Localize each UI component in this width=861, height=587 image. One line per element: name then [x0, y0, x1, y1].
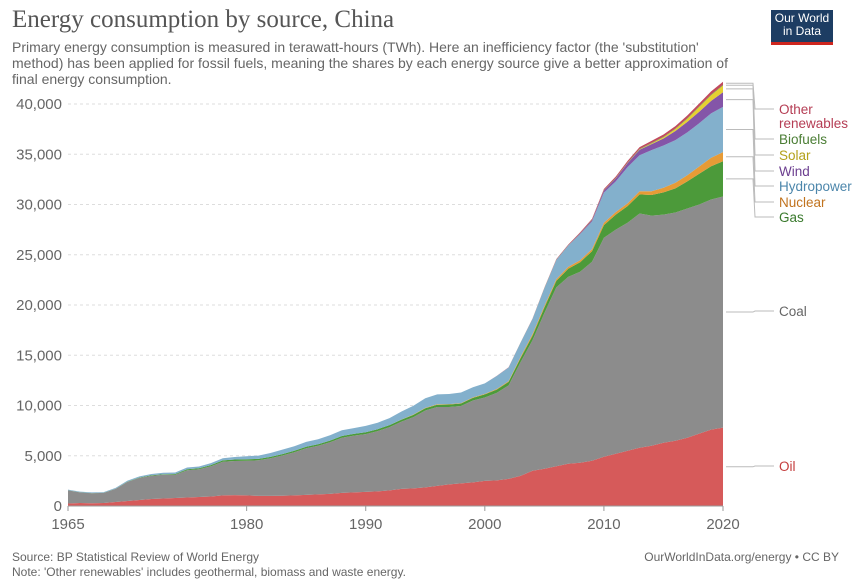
x-tick-label: 2000: [468, 516, 501, 533]
logo-line-1: Our World: [774, 11, 830, 25]
legend-connector-hydropower: [726, 129, 774, 187]
legend-label-biofuels: Biofuels: [779, 132, 827, 147]
legend-label-solar: Solar: [779, 148, 811, 163]
source-note: Source: BP Statistical Review of World E…: [12, 550, 259, 564]
y-tick-label: 40,000: [16, 96, 62, 113]
y-tick-label: 0: [54, 498, 62, 515]
y-tick-label: 30,000: [16, 197, 62, 214]
credit-link[interactable]: OurWorldInData.org/energy • CC BY: [644, 550, 839, 564]
legend-connector-other-renewables: [726, 82, 774, 110]
area-hydropower: [68, 106, 723, 494]
area-oil: [68, 427, 723, 506]
legend-label-other-renewables: renewables: [779, 116, 848, 131]
legend-connector-biofuels: [726, 84, 774, 140]
legend-label-oil: Oil: [779, 459, 796, 474]
legend-connector-gas: [726, 178, 774, 218]
area-coal: [68, 196, 723, 504]
y-tick-label: 35,000: [16, 146, 62, 163]
x-tick-label: 1965: [51, 516, 84, 533]
legend-label-gas: Gas: [779, 210, 804, 225]
owid-logo[interactable]: Our World in Data: [771, 10, 833, 44]
y-tick-label: 5,000: [24, 448, 62, 465]
legend-connector-wind: [726, 99, 774, 172]
legend-label-coal: Coal: [779, 304, 807, 319]
legend-label-hydropower: Hydropower: [779, 179, 852, 194]
legend-label-wind: Wind: [779, 164, 810, 179]
y-tick-label: 20,000: [16, 297, 62, 314]
x-tick-label: 2020: [706, 516, 739, 533]
logo-line-2: in Data: [782, 24, 822, 38]
legend-connector-nuclear: [726, 156, 774, 203]
legend-connector-solar: [726, 88, 774, 156]
chart-subtitle: Primary energy consumption is measured i…: [12, 39, 728, 87]
y-tick-label: 15,000: [16, 347, 62, 364]
legend-connector-oil: [726, 465, 774, 468]
y-tick-label: 10,000: [16, 398, 62, 415]
legend-label-other-renewables: Other: [779, 102, 813, 117]
legend-label-nuclear: Nuclear: [779, 195, 826, 210]
chart-title: Energy consumption by source, China: [12, 6, 395, 33]
x-tick-label: 2010: [587, 516, 620, 533]
y-tick-label: 25,000: [16, 247, 62, 264]
legend-connector-coal: [726, 310, 774, 313]
area-gas: [68, 161, 723, 494]
x-tick-label: 1980: [230, 516, 263, 533]
footnote: Note: 'Other renewables' includes geothe…: [12, 565, 406, 579]
logo-accent-bar: [771, 42, 833, 45]
x-tick-label: 1990: [349, 516, 382, 533]
